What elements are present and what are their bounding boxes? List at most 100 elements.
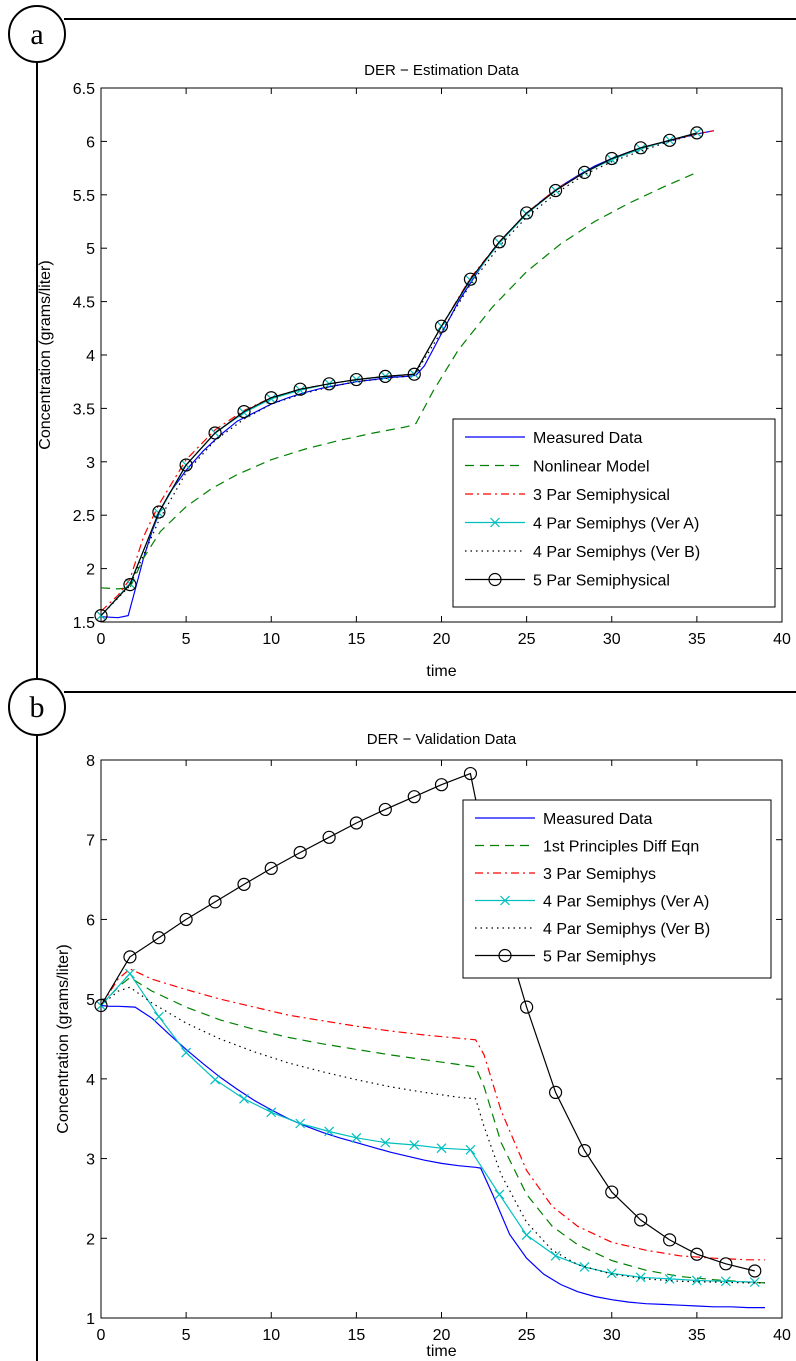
panel-letter-b-group: b bbox=[8, 678, 66, 736]
x-tick-label: 0 bbox=[97, 631, 106, 648]
circle-marker bbox=[152, 931, 166, 945]
legend-entry: Measured Data bbox=[475, 811, 652, 828]
x-marker bbox=[239, 1093, 249, 1104]
circle-marker bbox=[179, 912, 193, 927]
series-line bbox=[100, 968, 765, 1261]
series-5 bbox=[94, 766, 762, 1278]
y-tick-label: 2 bbox=[86, 1231, 95, 1248]
series-line bbox=[100, 986, 765, 1284]
circle-marker bbox=[378, 802, 392, 817]
x-tick-label: 5 bbox=[182, 1327, 191, 1344]
y-tick-label: 3 bbox=[86, 455, 95, 472]
circle-marker bbox=[663, 1233, 677, 1247]
circle-marker bbox=[407, 367, 421, 381]
legend-box bbox=[452, 418, 776, 608]
x-tick-label: 30 bbox=[603, 631, 621, 648]
legend-entry: 3 Par Semiphys bbox=[475, 866, 656, 883]
circle-marker bbox=[492, 235, 506, 249]
x-marker bbox=[664, 1274, 675, 1284]
legend-entry: 4 Par Semiphys (Ver A) bbox=[475, 894, 709, 911]
y-axis-label: Concentration (grams/liter) bbox=[55, 944, 72, 1133]
circle-marker bbox=[577, 165, 592, 179]
circle-marker bbox=[152, 505, 166, 519]
y-axis-label: Concentration (grams/liter) bbox=[37, 260, 54, 449]
circle-marker bbox=[463, 272, 478, 286]
chart-validation: 0 5 10 15 20 25 30 35 40 1 2 3 4 5 6 7 8 DER − Validation… bbox=[55, 731, 791, 1360]
x-marker bbox=[465, 1144, 476, 1155]
x-tick-label: 25 bbox=[518, 631, 536, 648]
legend-label: 4 Par Semiphys (Ver A) bbox=[533, 516, 699, 533]
y-tick-label: 5.5 bbox=[73, 188, 95, 205]
circle-marker bbox=[719, 1257, 733, 1271]
series-line bbox=[100, 132, 698, 617]
x-marker bbox=[490, 517, 500, 528]
legend-label: Nonlinear Model bbox=[533, 459, 650, 476]
circle-marker bbox=[349, 372, 363, 387]
x-tick-label: 10 bbox=[262, 1327, 280, 1344]
circle-marker bbox=[94, 998, 108, 1013]
series-line bbox=[100, 976, 766, 1284]
circle-marker bbox=[179, 458, 193, 472]
circle-marker bbox=[123, 950, 137, 964]
x-tick-label: 35 bbox=[688, 631, 706, 648]
circle-marker bbox=[264, 861, 278, 876]
x-marker bbox=[380, 1137, 391, 1148]
x-marker bbox=[409, 1140, 420, 1150]
legend-entry: 5 Par Semiphysical bbox=[465, 573, 670, 590]
circle-marker bbox=[264, 391, 278, 405]
circle-marker bbox=[237, 877, 251, 891]
legend-box bbox=[462, 799, 772, 979]
x-marker bbox=[500, 895, 510, 906]
x-marker bbox=[635, 1272, 646, 1283]
legend-entry: 5 Par Semiphys bbox=[475, 949, 656, 966]
series-2 bbox=[100, 968, 765, 1261]
y-tick-label: 3 bbox=[86, 1152, 95, 1169]
legend-entry: 4 Par Semiphys (Ver B) bbox=[465, 544, 700, 561]
x-marker bbox=[153, 1011, 164, 1022]
x-marker bbox=[550, 1250, 561, 1261]
x-marker bbox=[96, 1000, 106, 1011]
y-tick-label: 8 bbox=[86, 753, 95, 770]
legend-entry: 4 Par Semiphys (Ver A) bbox=[465, 516, 699, 533]
x-marker bbox=[125, 968, 135, 979]
x-marker bbox=[436, 1143, 447, 1154]
x-marker bbox=[351, 1132, 362, 1143]
x-tick-label: 25 bbox=[518, 1327, 536, 1344]
y-tick-label: 7 bbox=[86, 833, 95, 850]
x-tick-label: 15 bbox=[347, 631, 365, 648]
legend-label: Measured Data bbox=[543, 811, 652, 828]
y-tick-label: 3.5 bbox=[73, 401, 95, 418]
panel-letter-a: a bbox=[30, 18, 43, 51]
legend-label: 4 Par Semiphys (Ver A) bbox=[543, 894, 709, 911]
circle-marker bbox=[322, 377, 336, 391]
legend: Measured Data Nonlinear Model 3 Par Semiph… bbox=[452, 418, 776, 608]
circle-marker bbox=[434, 778, 449, 792]
circle-marker bbox=[208, 426, 222, 440]
legend: Measured Data 1st Principles Diff Eqn 3 Pa… bbox=[462, 799, 772, 979]
y-tick-label: 5 bbox=[86, 241, 95, 258]
x-marker bbox=[210, 1074, 220, 1085]
circle-marker bbox=[548, 1085, 563, 1100]
x-marker bbox=[606, 154, 617, 165]
x-marker bbox=[295, 385, 306, 396]
y-tick-label: 1.5 bbox=[73, 615, 95, 632]
legend-label: 4 Par Semiphys (Ver B) bbox=[533, 544, 700, 561]
x-tick-label: 20 bbox=[433, 631, 451, 648]
y-tick-label: 1 bbox=[86, 1311, 95, 1328]
x-tick-label: 40 bbox=[773, 631, 791, 648]
y-tick-label: 6.5 bbox=[73, 81, 95, 98]
circle-marker bbox=[322, 830, 336, 844]
circle-marker bbox=[293, 845, 307, 860]
x-marker bbox=[324, 1126, 335, 1137]
panel-letter-a-circle bbox=[8, 5, 66, 63]
x-marker bbox=[266, 393, 277, 404]
y-tick-label: 6 bbox=[86, 134, 95, 151]
series-1 bbox=[100, 171, 698, 590]
circle-marker bbox=[498, 948, 512, 963]
x-marker bbox=[295, 1118, 306, 1129]
circle-marker bbox=[463, 766, 478, 781]
legend-label: 3 Par Semiphysical bbox=[533, 487, 670, 504]
x-tick-label: 35 bbox=[688, 1327, 706, 1344]
series-line bbox=[100, 1004, 765, 1309]
